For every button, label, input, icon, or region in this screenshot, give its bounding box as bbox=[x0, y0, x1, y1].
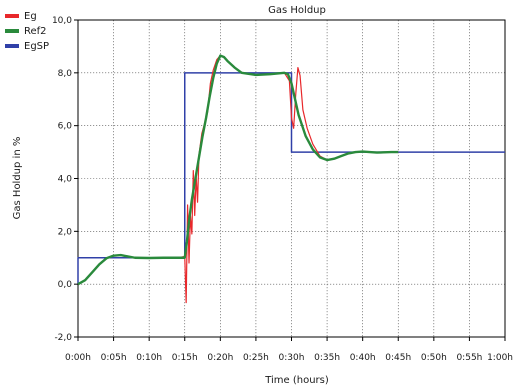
x-axis-label: Time (hours) bbox=[264, 375, 329, 386]
legend-swatch-eg bbox=[5, 14, 19, 18]
x-tick-label: 0:45h bbox=[385, 353, 411, 363]
x-tick-label: 1:00h bbox=[487, 353, 513, 363]
x-tick-label: 0:00h bbox=[65, 353, 91, 363]
x-tick-label: 0:30h bbox=[279, 353, 305, 363]
series-line-eg bbox=[77, 55, 399, 304]
x-tick-label: 0:35h bbox=[314, 353, 340, 363]
x-tick-label: 0:40h bbox=[350, 353, 376, 363]
x-tick-label: 0:25h bbox=[243, 353, 269, 363]
legend-swatch-ref2 bbox=[5, 29, 19, 33]
y-tick-label: 2,0 bbox=[58, 227, 73, 237]
series-line-egsp bbox=[77, 72, 505, 285]
x-tick-label: 0:55h bbox=[456, 353, 482, 363]
series-lines bbox=[77, 54, 505, 304]
legend: Eg Ref2 EgSP bbox=[5, 11, 49, 52]
y-tick-label: 8,0 bbox=[58, 69, 73, 79]
y-tick-label: 4,0 bbox=[58, 175, 73, 185]
y-tick-label: 6,0 bbox=[58, 122, 73, 132]
legend-swatch-egsp bbox=[5, 44, 19, 48]
x-tick-label: 0:10h bbox=[136, 353, 162, 363]
y-tick-label: 10,0 bbox=[52, 16, 72, 26]
legend-label-egsp: EgSP bbox=[24, 41, 49, 52]
chart-title: Gas Holdup bbox=[268, 5, 326, 16]
grid bbox=[78, 20, 505, 337]
x-tick-label: 0:05h bbox=[101, 353, 127, 363]
x-tick-label: 0:50h bbox=[421, 353, 447, 363]
y-tick-label: 0,0 bbox=[58, 280, 73, 290]
x-tick-label: 0:15h bbox=[172, 353, 198, 363]
x-axis-ticks: 0:00h 0:05h 0:10h 0:15h 0:20h 0:25h 0:30h 0:35h… bbox=[65, 337, 513, 363]
series-line-ref2 bbox=[77, 54, 399, 286]
x-tick-label: 0:20h bbox=[207, 353, 233, 363]
legend-label-ref2: Ref2 bbox=[24, 26, 47, 37]
y-axis-label: Gas Holdup in % bbox=[12, 137, 23, 220]
y-tick-label: -2,0 bbox=[54, 333, 72, 343]
legend-label-eg: Eg bbox=[24, 11, 37, 22]
y-axis-ticks: -2,0 0,0 2,0 4,0 6,0 8,0 10,0 bbox=[52, 16, 78, 343]
